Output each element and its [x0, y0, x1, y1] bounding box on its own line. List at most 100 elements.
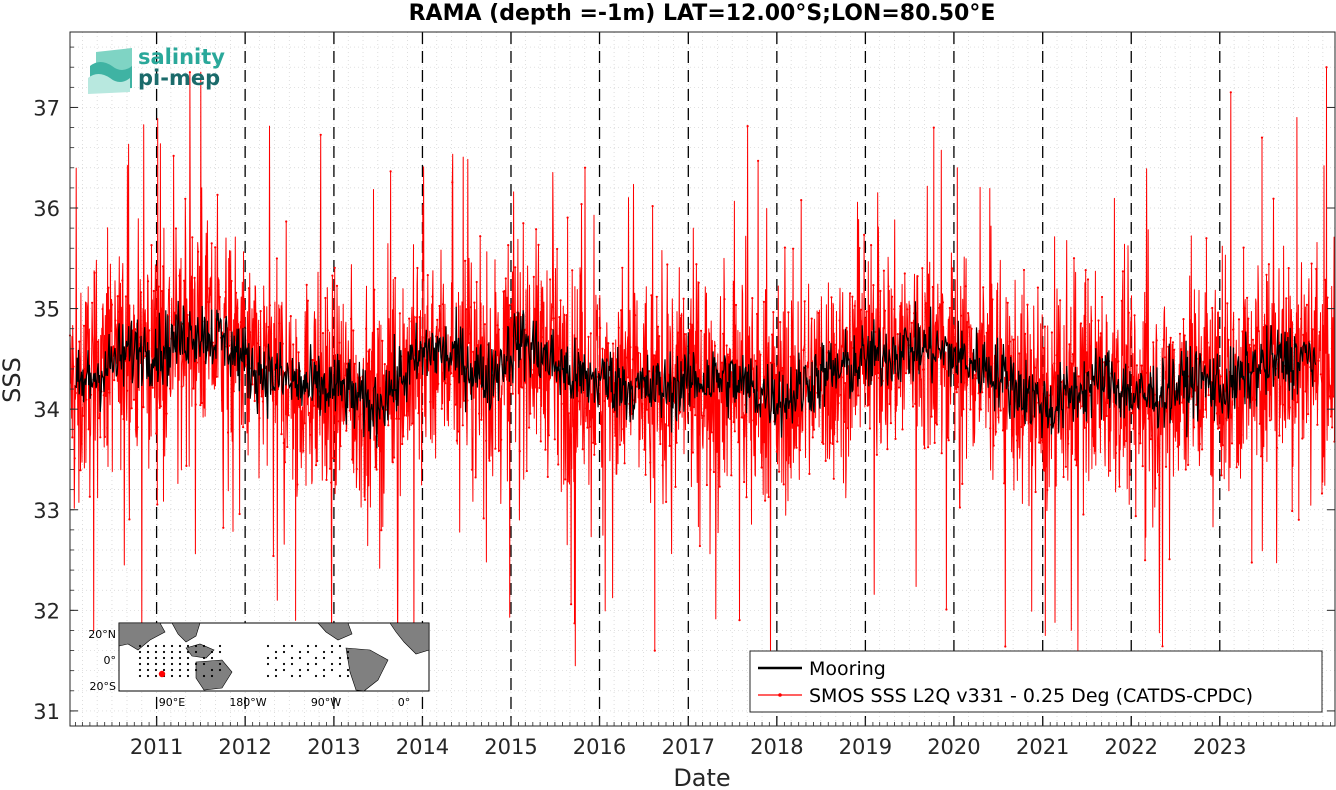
inset-mooring-dot	[322, 668, 326, 672]
smos-point	[1311, 328, 1314, 331]
inset-mooring-dot	[298, 674, 302, 678]
smos-point	[153, 308, 157, 311]
inset-mooring-dot	[346, 656, 350, 660]
smos-point	[395, 417, 398, 420]
smos-point	[964, 285, 967, 288]
smos-point	[1155, 339, 1158, 342]
smos-point	[977, 392, 980, 395]
smos-point	[859, 308, 862, 311]
smos-point	[963, 381, 966, 384]
smos-point	[691, 451, 695, 454]
smos-point	[1086, 278, 1090, 281]
smos-point	[375, 468, 378, 471]
smos-point	[197, 250, 200, 253]
smos-point	[299, 418, 302, 421]
smos-point	[1090, 319, 1093, 322]
smos-point	[338, 341, 341, 344]
smos-point	[429, 400, 432, 403]
inset-mooring-dot	[322, 656, 326, 660]
y-tick-label: 31	[33, 700, 60, 724]
smos-point	[729, 417, 732, 420]
smos-point	[1071, 353, 1074, 356]
smos-point	[224, 290, 227, 294]
smos-point	[1296, 401, 1299, 404]
smos-point	[897, 386, 901, 389]
smos-point	[987, 354, 991, 357]
smos-point	[929, 377, 932, 381]
smos-point	[480, 418, 483, 421]
smos-point	[438, 304, 441, 308]
smos-point	[397, 417, 400, 420]
smos-point	[1328, 395, 1331, 398]
inset-mooring-dot	[170, 674, 174, 678]
smos-point	[1281, 308, 1284, 311]
inset-mooring-dot	[330, 668, 334, 672]
smos-point	[1324, 278, 1327, 281]
smos-point	[1282, 403, 1286, 406]
smos-point	[846, 427, 849, 430]
smos-point	[627, 376, 630, 379]
smos-point	[529, 412, 532, 415]
logo-line2: pi-mep	[138, 66, 220, 90]
smos-point	[812, 428, 816, 431]
inset-mooring-dot	[186, 644, 190, 648]
smos-point	[515, 316, 518, 319]
smos-point	[765, 346, 768, 349]
smos-point	[341, 405, 344, 408]
inset-mooring-dot	[202, 656, 206, 660]
smos-point	[420, 408, 424, 411]
smos-point	[1319, 373, 1322, 376]
smos-point	[872, 284, 875, 287]
smos-point	[1288, 406, 1291, 409]
smos-point	[1064, 465, 1067, 468]
inset-mooring-dot	[274, 650, 278, 654]
smos-point	[717, 466, 720, 469]
smos-point	[1011, 434, 1014, 437]
smos-point	[1162, 338, 1165, 341]
smos-point	[1066, 406, 1069, 409]
smos-point	[789, 355, 792, 358]
inset-mooring-dot	[154, 662, 158, 666]
smos-point	[822, 442, 825, 445]
smos-point	[1157, 474, 1161, 477]
salinity-pi-mep-logo: salinity pi-mep	[88, 45, 225, 94]
mooring-series-line	[75, 300, 1317, 449]
smos-point	[1249, 347, 1252, 350]
smos-point	[701, 416, 704, 420]
smos-point	[229, 328, 232, 331]
smos-point	[126, 389, 129, 392]
x-tick-label: 2011	[130, 735, 183, 759]
smos-point	[110, 303, 113, 306]
inset-mooring-dot	[170, 656, 174, 660]
smos-point	[130, 407, 133, 410]
smos-point	[355, 467, 358, 471]
smos-point	[339, 445, 342, 448]
smos-point	[954, 376, 957, 379]
smos-point	[315, 464, 318, 467]
smos-point	[184, 197, 187, 200]
smos-point	[660, 419, 663, 423]
smos-point	[1169, 336, 1172, 339]
smos-point	[281, 342, 284, 345]
smos-point	[1189, 319, 1192, 322]
smos-point	[1264, 324, 1267, 327]
smos-point	[1135, 364, 1138, 367]
smos-point	[331, 274, 334, 277]
smos-point	[900, 307, 903, 311]
smos-point	[830, 296, 833, 299]
smos-point	[688, 328, 691, 331]
inset-mooring-dot	[274, 668, 278, 672]
smos-point	[465, 308, 468, 311]
smos-point	[207, 300, 210, 304]
smos-point	[1118, 485, 1121, 488]
smos-point	[1304, 390, 1307, 393]
smos-point	[1161, 645, 1164, 648]
smos-point	[457, 430, 460, 433]
smos-point	[305, 283, 308, 286]
smos-point	[994, 430, 998, 433]
smos-point	[982, 286, 985, 289]
inset-mooring-dot	[338, 656, 342, 660]
smos-point	[629, 346, 632, 349]
smos-point	[85, 398, 88, 401]
